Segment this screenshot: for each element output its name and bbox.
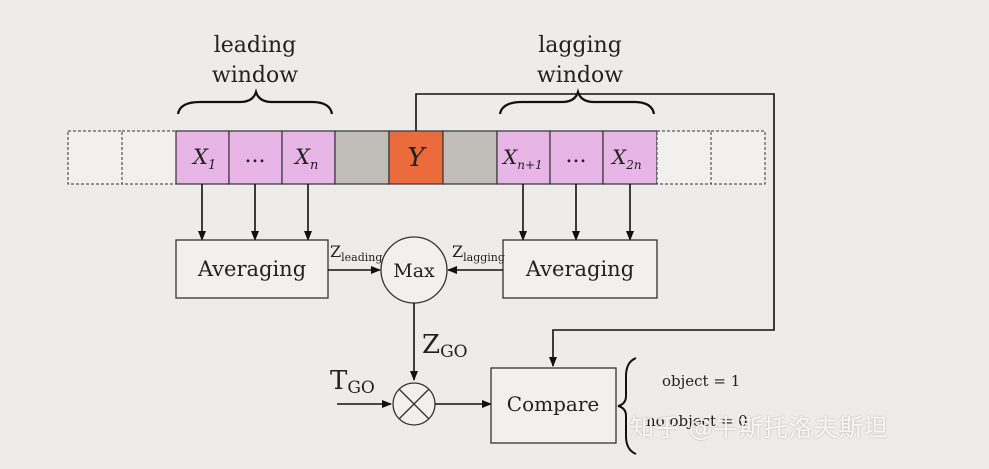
cell-dots-right (549, 130, 604, 185)
cell-x1-label: X1 (191, 145, 216, 173)
window-arrows (198, 184, 634, 241)
cell-x2n-label: X2n (610, 145, 642, 172)
multiplier-cross-b (398, 388, 430, 420)
lagging-window-label-line2: window (537, 63, 623, 88)
cell-xn1-label: Xn+1 (501, 145, 543, 172)
cell-outer-right-1 (656, 130, 712, 185)
guard-cell-left (334, 130, 390, 185)
z-go-label: ZGO (422, 330, 468, 362)
averaging-box-right (502, 239, 658, 299)
cell-dots-right-label: ... (566, 143, 587, 168)
max-label: Max (393, 260, 435, 282)
output-object-label: object = 1 (662, 372, 740, 390)
cell-dots-left-label: ... (245, 143, 266, 168)
averaging-left-label: Averaging (197, 257, 306, 281)
cell-outer-left-1 (67, 130, 123, 185)
cell-x1 (175, 130, 230, 185)
cell-row (67, 130, 766, 185)
lagging-window-brace (498, 88, 656, 115)
guard-cell-right (442, 130, 498, 185)
cell-outer-left-2 (121, 130, 177, 185)
z-lagging-label: Zlagging (452, 242, 505, 264)
lagging-window-label-line1: lagging (538, 33, 622, 58)
t-go-label: TGO (330, 366, 375, 398)
output-brace (617, 357, 637, 455)
leading-window-label-line2: window (212, 63, 298, 88)
cut-feedback-line (415, 93, 775, 367)
z-leading-label: Zleading (330, 242, 382, 264)
output-no-object-label: no object = 0 (646, 412, 748, 430)
cell-outer-right-2 (710, 130, 766, 185)
cell-xn1 (496, 130, 551, 185)
compare-box (490, 367, 617, 444)
cell-xn-label: Xn (293, 145, 318, 173)
averaging-right-label: Averaging (525, 257, 634, 281)
leading-window-brace (176, 88, 334, 115)
cell-y-label: Y (407, 143, 427, 173)
watermark: 知乎 @牛斯托洛夫斯坦 (630, 414, 889, 442)
compare-label: Compare (507, 392, 599, 416)
averaging-box-left (175, 239, 329, 299)
leading-window-label-line1: leading (214, 33, 297, 58)
